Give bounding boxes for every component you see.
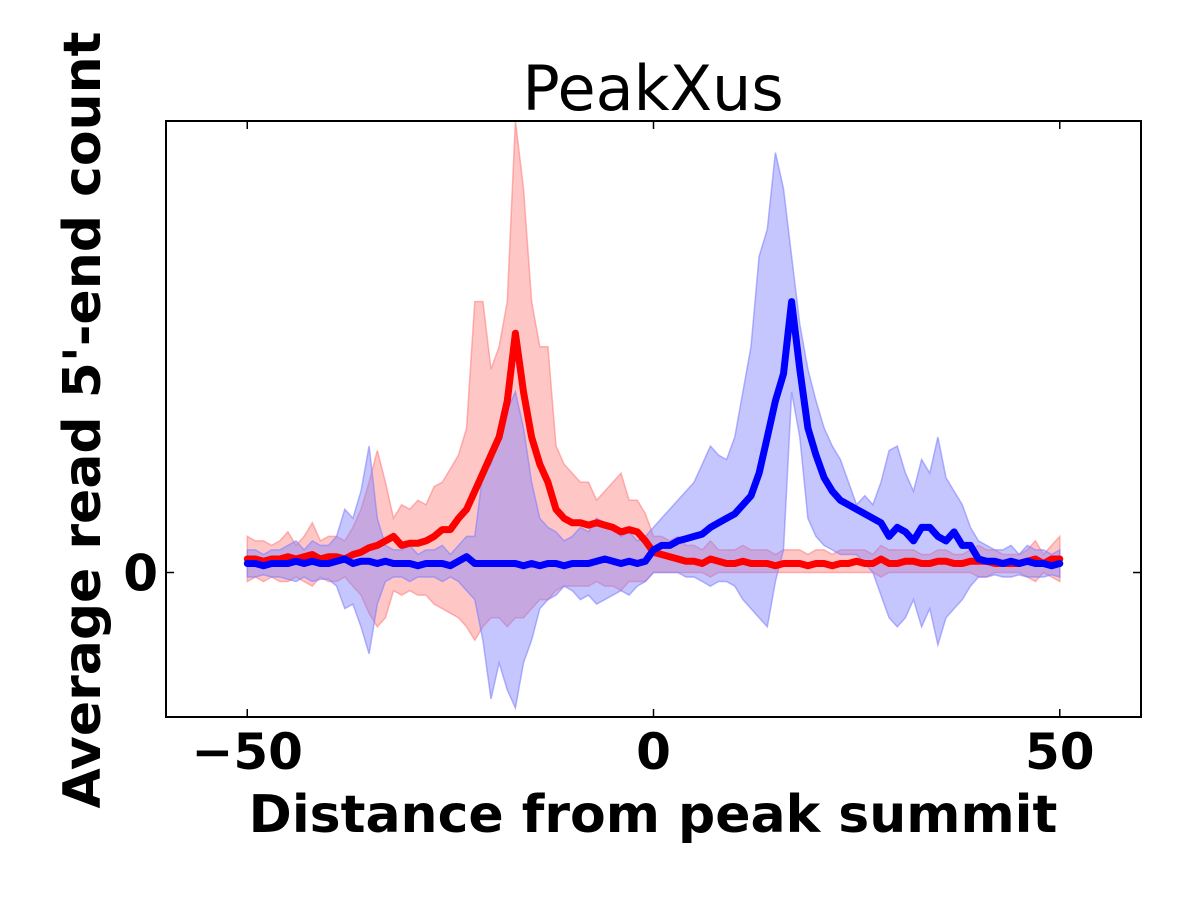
- plot-frame: [165, 120, 1142, 718]
- plot-layer: [243, 120, 1064, 711]
- y-axis-label: Average read 5'-end count: [53, 32, 113, 809]
- tick-layer: −50 0 50 0: [123, 121, 1141, 781]
- series-0-band: [246, 120, 1061, 642]
- x-tick-label: 50: [1025, 723, 1095, 781]
- series-1-band: [246, 152, 1061, 711]
- x-tick-label: −50: [192, 723, 303, 781]
- y-tick-label: 0: [123, 545, 158, 603]
- series-1-line: [243, 298, 1064, 570]
- x-axis-label: Distance from peak summit: [249, 785, 1058, 845]
- x-tick-label: 0: [636, 723, 671, 781]
- chart-title: PeakXus: [522, 52, 783, 125]
